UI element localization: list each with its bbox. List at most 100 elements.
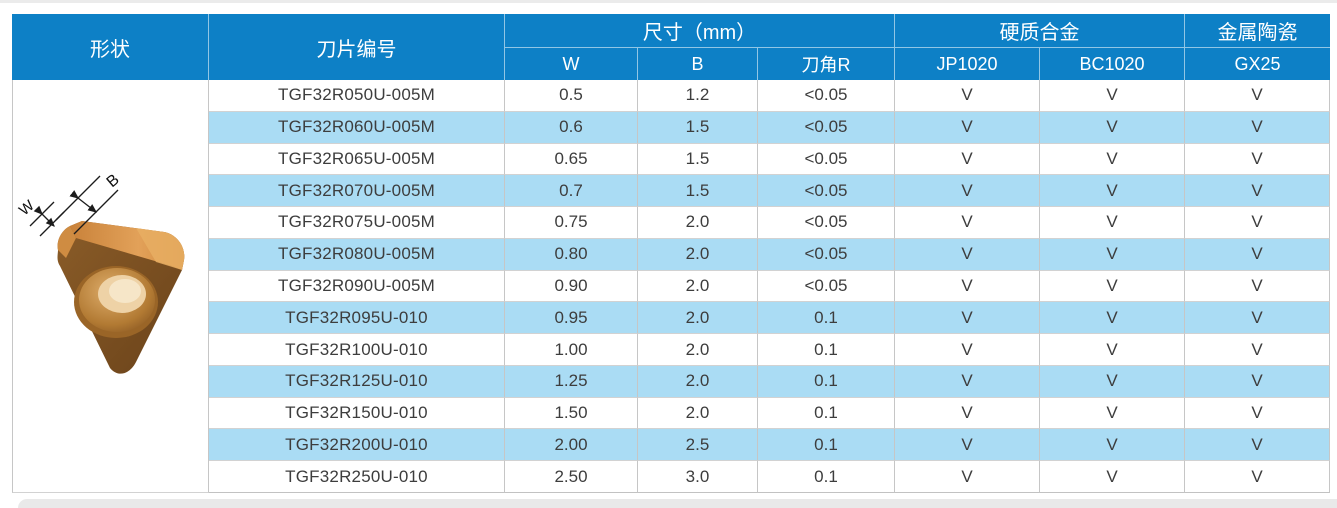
cell-bc1020: V	[1040, 207, 1185, 239]
cell-model: TGF32R100U-010	[209, 334, 505, 366]
cell-model: TGF32R090U-005M	[209, 270, 505, 303]
cell-w: 0.75	[505, 207, 638, 239]
cell-bc1020: V	[1040, 270, 1185, 303]
cell-gx25: V	[1185, 397, 1330, 430]
cell-gx25: V	[1185, 143, 1330, 176]
cell-gx25: V	[1185, 80, 1330, 112]
insert-groove-tip	[57, 226, 76, 258]
table-row: TGF32R250U-010 2.50 3.0 0.1 V V V	[12, 461, 1330, 493]
header-shape: 形状	[12, 14, 209, 80]
table-row: TGF32R090U-005M 0.90 2.0 <0.05 V V V	[12, 270, 1330, 303]
cell-bc1020: V	[1040, 365, 1185, 398]
page-top-strip	[0, 0, 1337, 3]
cell-b: 1.5	[638, 111, 758, 144]
cell-b: 1.2	[638, 80, 758, 112]
cell-r: <0.05	[758, 207, 895, 239]
cell-jp1020: V	[895, 429, 1040, 462]
cell-b: 1.5	[638, 143, 758, 176]
cell-model: TGF32R200U-010	[209, 429, 505, 462]
shape-figure: B W	[13, 80, 208, 492]
cell-jp1020: V	[895, 397, 1040, 430]
insert-photo: B W	[15, 171, 184, 374]
shape-cell: B W	[12, 80, 209, 493]
cell-r: <0.05	[758, 80, 895, 112]
table-row: TGF32R075U-005M 0.75 2.0 <0.05 V V V	[12, 207, 1330, 239]
cell-jp1020: V	[895, 238, 1040, 271]
insert-spec-table: 形状 刀片编号 尺寸（mm） 硬质合金 金属陶瓷 W B 刀角R JP1020 …	[12, 14, 1330, 493]
header-b: B	[638, 48, 758, 80]
cell-r: <0.05	[758, 270, 895, 303]
cell-b: 2.5	[638, 429, 758, 462]
cell-model: TGF32R075U-005M	[209, 207, 505, 239]
cell-gx25: V	[1185, 334, 1330, 366]
cell-r: 0.1	[758, 365, 895, 398]
cell-w: 0.7	[505, 175, 638, 208]
cell-jp1020: V	[895, 461, 1040, 493]
cell-jp1020: V	[895, 207, 1040, 239]
cell-gx25: V	[1185, 207, 1330, 239]
cell-r: 0.1	[758, 461, 895, 493]
cell-b: 1.5	[638, 175, 758, 208]
cell-r: 0.1	[758, 429, 895, 462]
cell-gx25: V	[1185, 270, 1330, 303]
cell-jp1020: V	[895, 80, 1040, 112]
cell-r: 0.1	[758, 397, 895, 430]
table-row: TGF32R100U-010 1.00 2.0 0.1 V V V	[12, 334, 1330, 366]
cell-w: 1.50	[505, 397, 638, 430]
cell-model: TGF32R095U-010	[209, 302, 505, 335]
cell-gx25: V	[1185, 238, 1330, 271]
table-body: B W TGF32R050U-005M 0.5 1.2 <0.05 V V V TGF32R0…	[12, 80, 1330, 493]
cell-r: <0.05	[758, 238, 895, 271]
cell-b: 2.0	[638, 207, 758, 239]
header-size-group: 尺寸（mm）	[505, 14, 895, 48]
cell-gx25: V	[1185, 175, 1330, 208]
cell-b: 2.0	[638, 365, 758, 398]
cell-bc1020: V	[1040, 429, 1185, 462]
cell-w: 0.5	[505, 80, 638, 112]
table-row: TGF32R150U-010 1.50 2.0 0.1 V V V	[12, 397, 1330, 430]
header-w: W	[505, 48, 638, 80]
table-row: TGF32R080U-005M 0.80 2.0 <0.05 V V V	[12, 238, 1330, 271]
header-r: 刀角R	[758, 48, 895, 80]
page-footer-band	[18, 499, 1337, 508]
cell-gx25: V	[1185, 111, 1330, 144]
cell-gx25: V	[1185, 302, 1330, 335]
cell-bc1020: V	[1040, 302, 1185, 335]
cell-model: TGF32R050U-005M	[209, 80, 505, 112]
table-row: TGF32R070U-005M 0.7 1.5 <0.05 V V V	[12, 175, 1330, 208]
cell-b: 3.0	[638, 461, 758, 493]
cell-gx25: V	[1185, 429, 1330, 462]
cell-b: 2.0	[638, 334, 758, 366]
cell-r: <0.05	[758, 143, 895, 176]
cell-model: TGF32R065U-005M	[209, 143, 505, 176]
cell-w: 0.90	[505, 270, 638, 303]
header-bc1020: BC1020	[1040, 48, 1185, 80]
table-row: B W TGF32R050U-005M 0.5 1.2 <0.05 V V V	[12, 80, 1330, 493]
table-row: TGF32R060U-005M 0.6 1.5 <0.05 V V V	[12, 111, 1330, 144]
cell-bc1020: V	[1040, 334, 1185, 366]
cell-b: 2.0	[638, 302, 758, 335]
table-row: TGF32R200U-010 2.00 2.5 0.1 V V V	[12, 429, 1330, 462]
cell-w: 1.00	[505, 334, 638, 366]
cell-w: 0.6	[505, 111, 638, 144]
table-header: 形状 刀片编号 尺寸（mm） 硬质合金 金属陶瓷 W B 刀角R JP1020 …	[12, 14, 1330, 80]
cell-r: 0.1	[758, 334, 895, 366]
cell-bc1020: V	[1040, 238, 1185, 271]
header-carbide-group: 硬质合金	[895, 14, 1185, 48]
cell-w: 2.00	[505, 429, 638, 462]
dimension-lines	[29, 175, 118, 237]
cell-jp1020: V	[895, 270, 1040, 303]
cell-b: 2.0	[638, 397, 758, 430]
cell-jp1020: V	[895, 111, 1040, 144]
cell-model: TGF32R060U-005M	[209, 111, 505, 144]
cell-jp1020: V	[895, 334, 1040, 366]
cell-jp1020: V	[895, 143, 1040, 176]
cell-bc1020: V	[1040, 175, 1185, 208]
insert-right-facet	[135, 228, 184, 270]
cell-w: 0.80	[505, 238, 638, 271]
cell-bc1020: V	[1040, 143, 1185, 176]
cell-w: 0.65	[505, 143, 638, 176]
cell-bc1020: V	[1040, 80, 1185, 112]
header-jp1020: JP1020	[895, 48, 1040, 80]
